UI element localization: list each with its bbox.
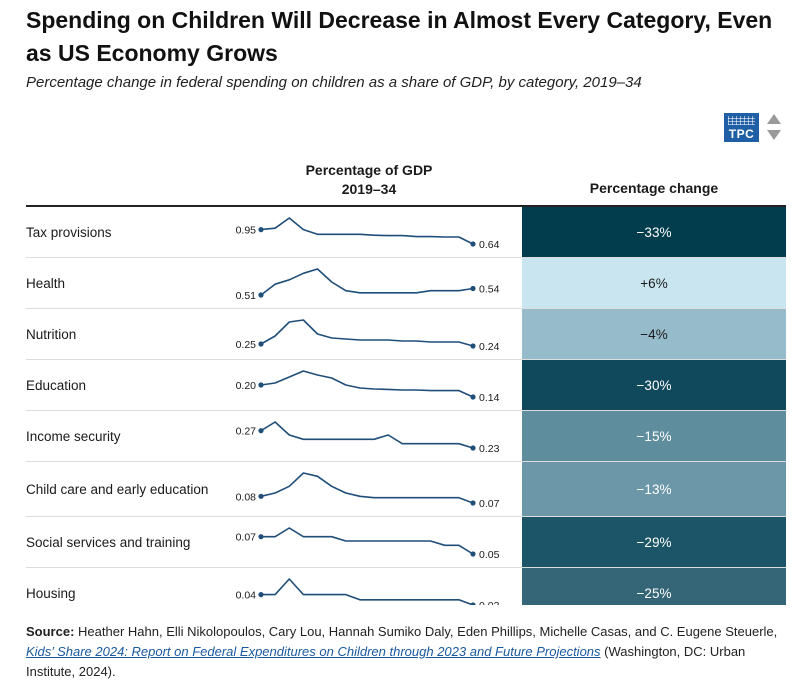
sparkline-end-label: 0.64 <box>479 239 500 251</box>
table-row[interactable]: Child care and early education 0.08 0.07 −1… <box>26 462 786 517</box>
sparkline: 0.07 0.05 <box>236 527 500 561</box>
sparkline-start-point <box>258 292 264 298</box>
data-table[interactable]: Tax provisions 0.95 0.64 −33% Health 0.51 0.54… <box>26 207 786 605</box>
source-authors: Heather Hahn, Elli Nikolopoulos, Cary Lo… <box>78 624 778 639</box>
source-link[interactable]: Kids’ Share 2024: Report on Federal Expe… <box>26 644 601 659</box>
gdp-header-line1: Percentage of GDP <box>305 162 433 178</box>
sparkline-start-label: 0.04 <box>236 590 257 602</box>
sparkline-end-label: 0.24 <box>479 341 500 353</box>
sparkline-end-label: 0.23 <box>479 443 500 455</box>
sparkline: 0.08 0.07 <box>236 472 500 510</box>
sparkline-path <box>260 319 474 347</box>
chart-subtitle: Percentage change in federal spending on… <box>26 74 642 91</box>
table-row[interactable]: Tax provisions 0.95 0.64 −33% <box>26 207 786 258</box>
sparkline: 0.25 0.24 <box>236 319 500 353</box>
sparkline-path <box>260 370 474 398</box>
percentage-change-cell: −33% <box>522 207 786 257</box>
gdp-column-header: Percentage of GDP 2019–34 <box>290 161 448 199</box>
tpc-logo[interactable]: TPC <box>724 113 759 142</box>
sparkline-end-label: 0.05 <box>479 549 500 561</box>
scroll-control[interactable] <box>766 114 782 142</box>
sparkline-end-point <box>470 500 476 506</box>
scroll-down-icon[interactable] <box>767 130 781 140</box>
category-label: Nutrition <box>26 326 77 342</box>
sparkline-path <box>260 217 474 245</box>
table-row[interactable]: Nutrition 0.25 0.24 −4% <box>26 309 786 360</box>
sparkline-start-label: 0.20 <box>236 380 257 392</box>
category-label: Child care and early education <box>26 481 209 497</box>
sparkline: 0.51 0.54 <box>236 268 500 302</box>
sparkline-start-point <box>258 592 264 598</box>
table-row[interactable]: Income security 0.27 0.23 −15% <box>26 411 786 462</box>
sparkline-end-point <box>470 445 476 451</box>
sparkline: 0.95 0.64 <box>236 217 500 251</box>
sparkline-end-point <box>470 285 476 292</box>
category-label: Health <box>26 275 66 291</box>
sparkline-start-point <box>258 227 264 233</box>
sparkline-path <box>261 527 474 555</box>
percentage-change-cell: −29% <box>522 517 786 567</box>
sparkline-end-label: 0.03 <box>479 600 500 605</box>
sparkline-start-label: 0.08 <box>236 491 257 503</box>
scroll-up-icon[interactable] <box>767 114 781 124</box>
sparkline-path <box>260 268 474 296</box>
header-divider <box>26 205 786 207</box>
source-label: Source: <box>26 624 75 639</box>
category-label: Housing <box>26 585 76 601</box>
table-row[interactable]: Education 0.20 0.14 −30% <box>26 360 786 411</box>
percentage-change-cell: −25% <box>522 568 786 605</box>
sparkline-start-label: 0.07 <box>236 532 257 544</box>
sparkline-start-point <box>258 341 264 347</box>
sparkline-start-label: 0.27 <box>236 426 257 438</box>
logo-text: TPC <box>728 127 755 141</box>
sparkline-start-point <box>258 493 264 499</box>
table-row[interactable]: Social services and training 0.07 0.05 −29% <box>26 517 786 568</box>
sparkline-end-point <box>470 394 476 400</box>
gdp-header-line2: 2019–34 <box>341 181 397 197</box>
percentage-change-cell: −30% <box>522 360 786 410</box>
table-row[interactable]: Housing 0.04 0.03 −25% <box>26 568 786 605</box>
sparkline-start-point <box>258 534 264 540</box>
sparkline-path <box>261 578 474 605</box>
logo-grid-icon <box>728 116 755 125</box>
source-note: Source: Heather Hahn, Elli Nikolopoulos,… <box>26 622 786 682</box>
category-label: Tax provisions <box>26 224 112 240</box>
sparkline-start-point <box>258 428 264 434</box>
sparkline-path <box>260 421 474 449</box>
sparkline-end-label: 0.54 <box>479 284 500 296</box>
sparkline-end-point <box>470 602 476 605</box>
sparkline-end-label: 0.14 <box>479 392 500 404</box>
table-row[interactable]: Health 0.51 0.54 +6% <box>26 258 786 309</box>
category-label: Social services and training <box>26 534 191 550</box>
chart-title: Spending on Children Will Decrease in Al… <box>26 7 773 66</box>
pct-column-header: Percentage change <box>589 180 719 196</box>
percentage-change-cell: −15% <box>522 411 786 461</box>
sparkline-start-label: 0.25 <box>236 339 257 351</box>
category-label: Income security <box>26 428 121 444</box>
sparkline-start-point <box>258 382 264 388</box>
percentage-change-cell: −4% <box>522 309 786 359</box>
sparkline-end-label: 0.07 <box>479 498 500 510</box>
percentage-change-cell: −13% <box>522 462 786 516</box>
sparkline-path <box>260 472 474 504</box>
sparkline: 0.27 0.23 <box>236 421 500 455</box>
sparkline-start-label: 0.51 <box>236 290 257 302</box>
sparkline-end-point <box>470 343 476 349</box>
category-label: Education <box>26 377 87 393</box>
sparkline: 0.20 0.14 <box>236 370 500 404</box>
sparkline: 0.04 0.03 <box>236 578 500 605</box>
sparkline-start-label: 0.95 <box>236 225 257 237</box>
percentage-change-cell: +6% <box>522 258 786 308</box>
sparkline-end-point <box>470 551 476 557</box>
source-tail: (Washington, DC: Urban Institute, 2024). <box>26 644 746 679</box>
sparkline-end-point <box>470 241 476 247</box>
